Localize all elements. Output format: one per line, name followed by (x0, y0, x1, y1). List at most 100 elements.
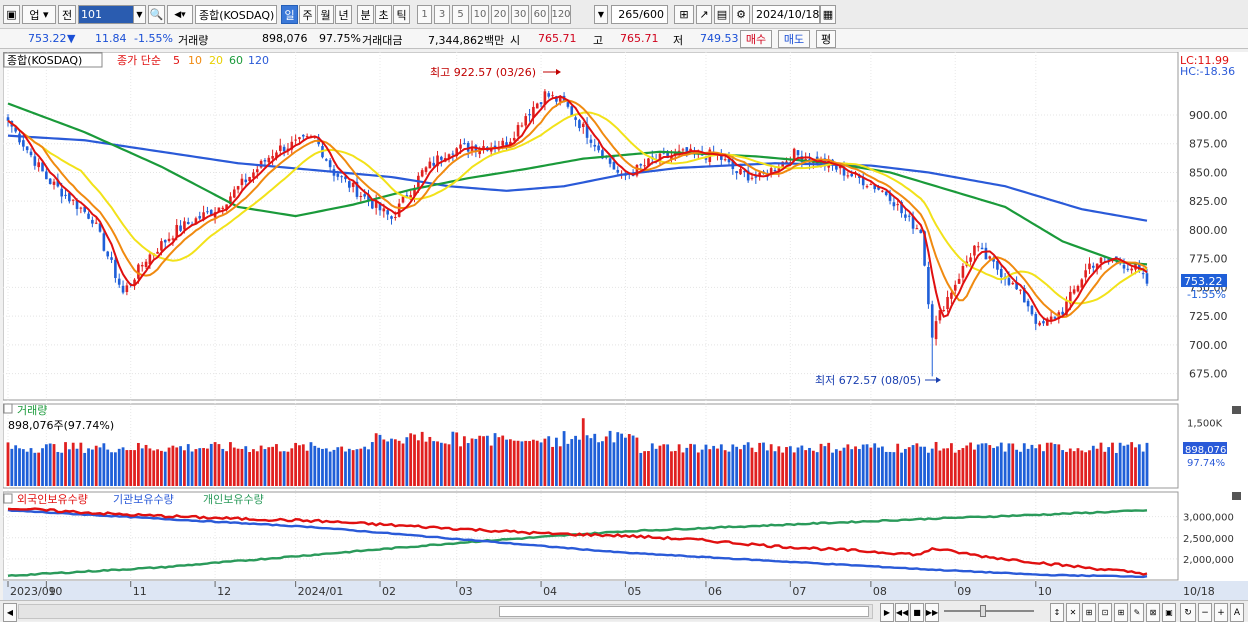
volume-bar (1019, 451, 1022, 486)
candle-body (666, 152, 669, 158)
gear-icon[interactable]: ⚙ (732, 5, 750, 24)
period-tab-2[interactable]: 월 (317, 5, 334, 24)
scroll-track[interactable] (18, 604, 873, 619)
candle-body (988, 256, 992, 259)
indicator-icon[interactable]: ⊞ (674, 5, 694, 24)
volume-bar (754, 452, 758, 486)
draw-tool-icon[interactable]: ↗ (696, 5, 712, 24)
scroll-left-icon[interactable]: ◀ (3, 603, 17, 622)
font-size-icon[interactable]: A (1230, 603, 1244, 622)
candle-body (94, 222, 98, 224)
volume-bar (880, 446, 884, 486)
tool-icon-3[interactable]: ⊞ (1082, 603, 1096, 622)
candle-body (255, 169, 259, 173)
search-icon[interactable]: 🔍 (148, 5, 165, 24)
volume-panel-close-icon[interactable] (1232, 406, 1241, 414)
volume-bar (708, 449, 712, 486)
period-tab-5[interactable]: 초 (375, 5, 392, 24)
volume-bar (305, 450, 309, 486)
eval-button[interactable]: 평 (816, 30, 836, 48)
tool-icon-7[interactable]: ⊠ (1146, 603, 1160, 622)
volume-bar (213, 442, 217, 486)
holding-panel-icon[interactable] (3, 493, 13, 504)
zoom-slider-handle[interactable] (980, 605, 986, 617)
volume-bar (650, 443, 654, 486)
volume-bar (1026, 448, 1030, 486)
market-select[interactable]: 업 ▾ (22, 5, 56, 24)
interval-button-6[interactable]: 60 (531, 5, 549, 24)
candle-body (1034, 313, 1038, 324)
volume-bar (1057, 444, 1061, 486)
scroll-thumb[interactable] (499, 606, 869, 617)
stop-icon[interactable]: ■ (910, 603, 924, 622)
scroll-back-icon[interactable]: ↻ (1180, 603, 1196, 622)
volume-bar (662, 444, 666, 486)
volume-bar (531, 439, 535, 486)
price-tick-label: 850.00 (1189, 166, 1228, 179)
prev-next-icon[interactable]: ◀▾ (167, 5, 193, 24)
volume-bar (758, 442, 762, 486)
interval-button-1[interactable]: 3 (434, 5, 450, 24)
candle-body (71, 199, 75, 201)
tool-icon-2[interactable]: ✕ (1066, 603, 1080, 622)
tool-icon-1[interactable]: ↕ (1050, 603, 1064, 622)
volume-bar (547, 436, 551, 486)
chart-svg[interactable]: 900.00875.00850.00825.00800.00775.00750.… (2, 51, 1248, 600)
candle-body (121, 285, 125, 293)
volume-bar (746, 442, 750, 486)
calendar-icon[interactable]: ▦ (820, 5, 836, 24)
volume-bar (409, 433, 413, 486)
interval-button-3[interactable]: 10 (471, 5, 489, 24)
tool-icon-5[interactable]: ⊞ (1114, 603, 1128, 622)
tool-icon-4[interactable]: ⊡ (1098, 603, 1112, 622)
zoom-out-icon[interactable]: − (1198, 603, 1212, 622)
high-annotation-arrow-head (556, 69, 561, 75)
interval-button-5[interactable]: 30 (511, 5, 529, 24)
tool-icon-8[interactable]: ▣ (1162, 603, 1176, 622)
volume-bar (478, 435, 482, 486)
candle-body (348, 181, 351, 188)
volume-last-pct: 97.74% (1187, 458, 1225, 469)
volume-bar (501, 435, 505, 486)
volume-panel-icon[interactable] (3, 403, 13, 414)
period-tab-4[interactable]: 분 (357, 5, 374, 24)
candle-body (616, 169, 620, 173)
volume-bar (716, 448, 719, 486)
period-tab-6[interactable]: 틱 (393, 5, 410, 24)
interval-button-4[interactable]: 20 (491, 5, 509, 24)
tool-icon-6[interactable]: ✎ (1130, 603, 1144, 622)
candle-body (259, 160, 263, 168)
volume-bar (516, 440, 520, 486)
code-dropdown-icon[interactable]: ▼ (133, 5, 146, 24)
scroll-right-icon[interactable]: ▶ (880, 603, 894, 622)
count-field[interactable]: 265/600 (611, 5, 668, 24)
interval-button-0[interactable]: 1 (417, 5, 432, 24)
interval-button-2[interactable]: 5 (452, 5, 469, 24)
period-tab-3[interactable]: 년 (335, 5, 352, 24)
interval-button-7[interactable]: 120 (551, 5, 571, 24)
candle-body (179, 225, 182, 231)
period-tab-0[interactable]: 일 (281, 5, 298, 24)
zoom-slider[interactable] (944, 610, 1034, 612)
buy-button[interactable]: 매수 (740, 30, 772, 48)
stock-name-field[interactable]: 종합(KOSDAQ) (195, 5, 277, 24)
window-icon[interactable]: ▣ (3, 5, 20, 24)
save-icon[interactable]: ▤ (714, 5, 730, 24)
volume-panel-frame (2, 403, 1179, 489)
period-dropdown-icon[interactable]: ▼ (594, 5, 608, 24)
volume-bar (693, 444, 696, 486)
candle-body (597, 145, 600, 151)
sell-button[interactable]: 매도 (778, 30, 810, 48)
date-field[interactable]: 2024/10/18 (752, 5, 820, 24)
rewind-icon[interactable]: ◀◀ (895, 603, 909, 622)
volume-bar (512, 440, 516, 486)
prev-button[interactable]: 전 (58, 5, 76, 24)
zoom-in-icon[interactable]: + (1214, 603, 1228, 622)
holding-panel-close-icon[interactable] (1232, 492, 1241, 500)
forward-icon[interactable]: ▶▶ (925, 603, 939, 622)
volume-bar (416, 440, 420, 486)
code-input[interactable]: 101 (78, 5, 146, 24)
volume-bar (1015, 449, 1019, 486)
chart-area[interactable]: 900.00 875.00 850.00 825.00 800.00 775.00 750.… (2, 51, 1248, 600)
period-tab-1[interactable]: 주 (299, 5, 316, 24)
